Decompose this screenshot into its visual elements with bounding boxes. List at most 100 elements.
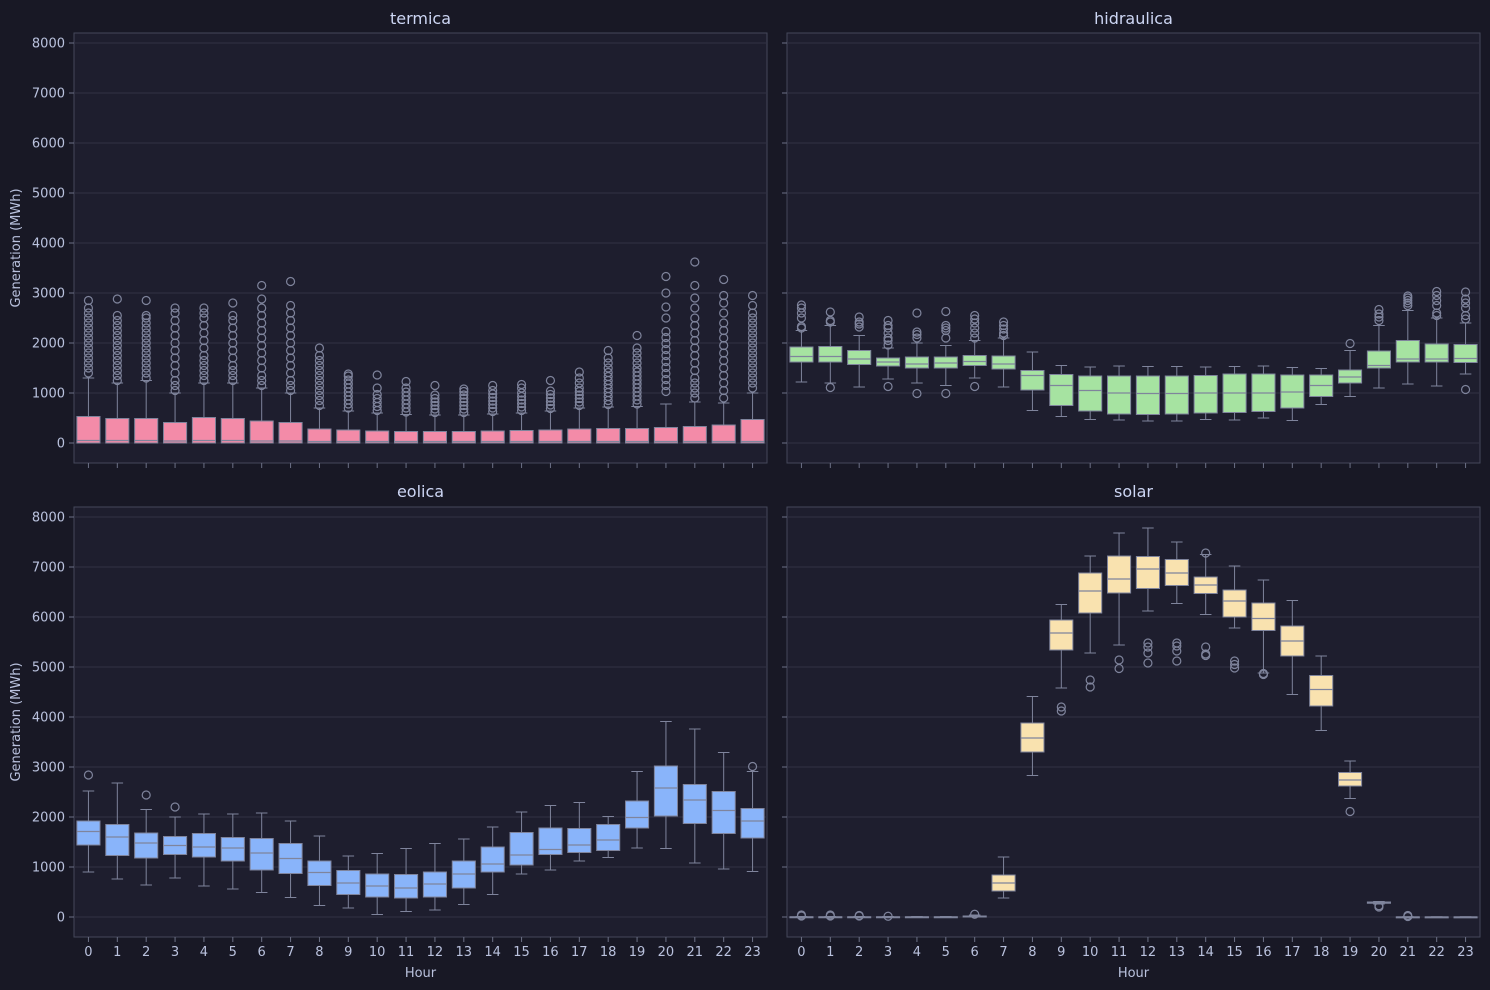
outlier-point xyxy=(690,383,700,393)
box-hour-17 xyxy=(567,802,592,862)
outlier-point xyxy=(257,294,267,304)
box-hour-22 xyxy=(1424,916,1449,919)
outlier-point xyxy=(747,348,758,358)
box-hour-11 xyxy=(394,848,419,912)
x-axis-ticks: 0 1 2 3 4 5 6 7 8 9 10 11 12 13 14 15 16 17 18 19 20 21 22 23 xyxy=(84,937,761,960)
outlier-point xyxy=(796,313,807,323)
box-iqr xyxy=(818,346,843,363)
x-tick-label: 21 xyxy=(687,945,704,960)
outlier-point xyxy=(661,356,671,367)
box-hour-19 xyxy=(625,771,650,849)
box-iqr xyxy=(278,422,303,444)
box-hour-10 xyxy=(1078,555,1103,692)
subplot-title: solar xyxy=(1114,482,1153,501)
box-hour-16 xyxy=(1251,579,1276,680)
outlier-point xyxy=(603,358,613,368)
box-iqr xyxy=(596,428,621,444)
box-iqr xyxy=(1453,344,1478,363)
plot-area xyxy=(73,506,768,938)
outlier-point xyxy=(1374,309,1384,319)
box-iqr xyxy=(1107,375,1132,415)
box-hour-22 xyxy=(711,752,736,870)
x-tick-label: 23 xyxy=(1457,945,1474,960)
box-iqr xyxy=(191,833,216,858)
x-tick-label: 13 xyxy=(456,945,473,960)
box-iqr xyxy=(847,350,872,365)
outlier-point xyxy=(747,761,758,772)
outlier-point xyxy=(796,300,807,310)
outlier-point xyxy=(83,323,94,333)
box-hour-16 xyxy=(538,805,563,871)
box-hour-10 xyxy=(365,853,390,915)
box-hour-9 xyxy=(1049,604,1074,716)
y-tick-label: 2000 xyxy=(32,811,65,826)
box-hour-20 xyxy=(1366,304,1391,389)
x-tick-label: 7 xyxy=(999,945,1007,960)
outlier-point xyxy=(112,294,122,304)
subplot-termica: 0 1000 2000 3000 4000 5000 6000 7000 8000 termic… xyxy=(9,9,768,468)
outlier-point xyxy=(1143,648,1153,658)
outlier-point xyxy=(747,313,758,323)
x-tick-label: 8 xyxy=(315,945,323,960)
outlier-point xyxy=(228,315,238,326)
outlier-point xyxy=(1201,548,1211,558)
box-iqr xyxy=(1309,675,1334,707)
outlier-point xyxy=(83,318,94,328)
box-iqr xyxy=(191,417,216,444)
box-iqr xyxy=(1078,375,1103,412)
box-iqr xyxy=(336,429,361,444)
outlier-point xyxy=(912,329,922,340)
outlier-point xyxy=(854,910,864,921)
outlier-point xyxy=(970,310,980,321)
y-tick-label: 6000 xyxy=(32,611,65,626)
box-iqr xyxy=(904,356,929,369)
outlier-point xyxy=(1143,658,1153,668)
y-tick-label: 8000 xyxy=(32,511,65,526)
x-axis-ticks xyxy=(87,463,754,468)
outlier-point xyxy=(488,380,498,391)
outlier-point xyxy=(170,385,180,396)
box-iqr xyxy=(1366,350,1391,369)
plot-area xyxy=(73,32,768,464)
box-hour-8 xyxy=(307,343,332,444)
x-tick-label: 17 xyxy=(571,945,588,960)
outlier-point xyxy=(199,375,209,386)
x-tick-label: 3 xyxy=(884,945,892,960)
box-hour-21 xyxy=(682,257,707,444)
outlier-point xyxy=(488,406,498,417)
box-iqr xyxy=(1107,555,1132,594)
x-tick-label: 6 xyxy=(971,945,979,960)
box-hour-3 xyxy=(163,802,188,879)
x-tick-label: 10 xyxy=(1082,945,1099,960)
outlier-point xyxy=(1172,641,1182,651)
outlier-point xyxy=(970,323,980,333)
box-iqr xyxy=(1164,375,1189,415)
box-iqr xyxy=(567,428,592,444)
x-tick-label: 18 xyxy=(1313,945,1330,960)
outlier-point xyxy=(854,317,864,327)
outlier-point xyxy=(112,330,122,341)
outlier-point xyxy=(747,300,758,311)
outlier-point xyxy=(632,358,642,368)
outlier-point xyxy=(545,400,556,410)
outlier-point xyxy=(112,310,122,321)
outlier-point xyxy=(141,313,151,323)
outlier-point xyxy=(661,368,671,379)
outlier-point xyxy=(1460,314,1471,324)
outlier-point xyxy=(459,386,469,397)
outlier-point xyxy=(941,325,951,336)
outlier-point xyxy=(632,330,642,341)
outlier-point xyxy=(83,313,94,323)
outlier-point xyxy=(1403,910,1413,921)
plot-area xyxy=(786,506,1481,938)
box-hour-12 xyxy=(422,380,447,444)
box-hour-16 xyxy=(1251,365,1276,419)
box-iqr xyxy=(509,430,534,444)
x-axis-ticks xyxy=(800,463,1467,468)
box-hour-5 xyxy=(933,916,958,919)
box-hour-10 xyxy=(1078,366,1103,420)
y-tick-label: 4000 xyxy=(32,237,65,252)
outlier-point xyxy=(998,320,1009,331)
box-hour-7 xyxy=(991,856,1016,899)
